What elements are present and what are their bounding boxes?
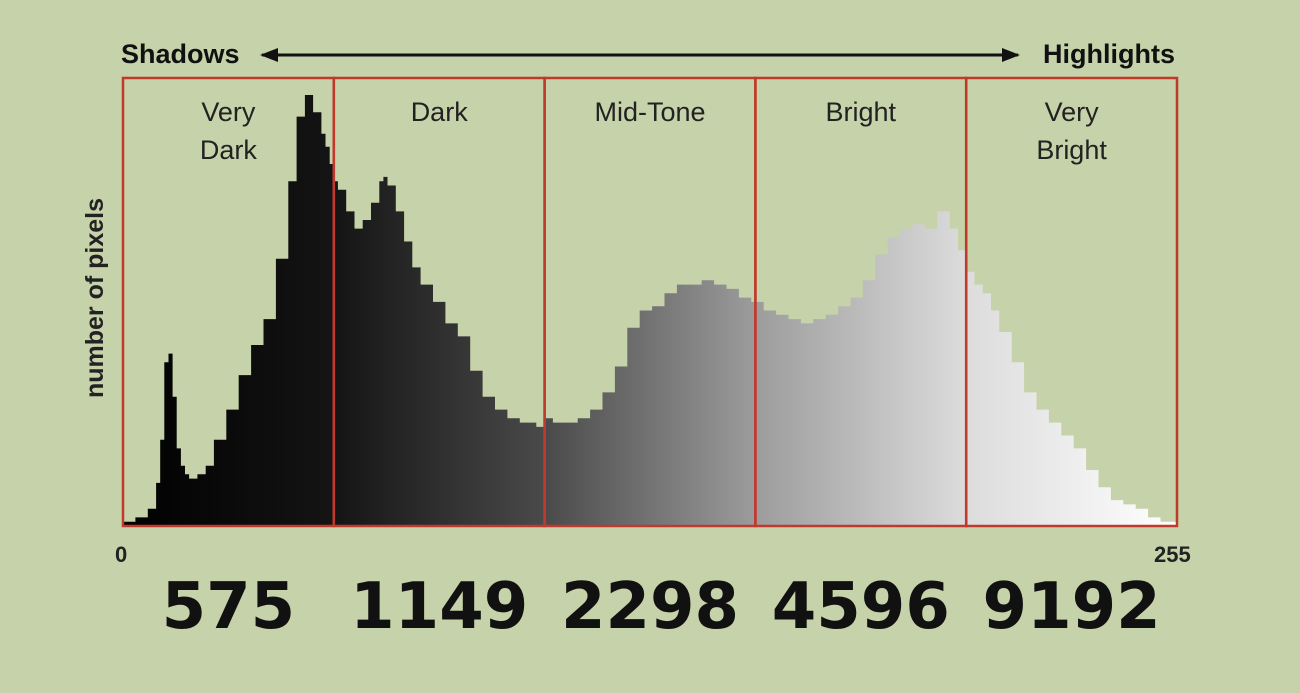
zone-label-1-line-0: Dark — [411, 97, 469, 127]
zone-label-4-line-1: Bright — [1036, 135, 1107, 165]
zone-label-2-line-0: Mid-Tone — [594, 97, 705, 127]
zone-value-2: 2298 — [561, 570, 739, 644]
zone-group: Very Dark 575 Dark 1149 Mid-Tone 2298 Bright 459… — [121, 76, 1179, 644]
y-axis-label: number of pixels — [81, 198, 109, 398]
x-tick-min: 0 — [115, 542, 127, 567]
zone-label-3-line-0: Bright — [826, 97, 897, 127]
zone-label-0-line-1: Dark — [200, 135, 258, 165]
zone-value-3: 4596 — [772, 570, 950, 644]
zone-value-0: 575 — [162, 570, 296, 644]
histogram-area — [123, 95, 1177, 526]
zone-label-0-line-0: Very — [201, 97, 256, 127]
zone-border-4 — [964, 76, 1179, 528]
zone-value-1: 1149 — [350, 570, 528, 644]
zone-label-4-line-0: Very — [1045, 97, 1100, 127]
x-tick-max: 255 — [1154, 542, 1191, 567]
zone-value-4: 9192 — [983, 570, 1161, 644]
highlights-label: Highlights — [1043, 39, 1175, 69]
shadows-label: Shadows — [121, 39, 240, 69]
